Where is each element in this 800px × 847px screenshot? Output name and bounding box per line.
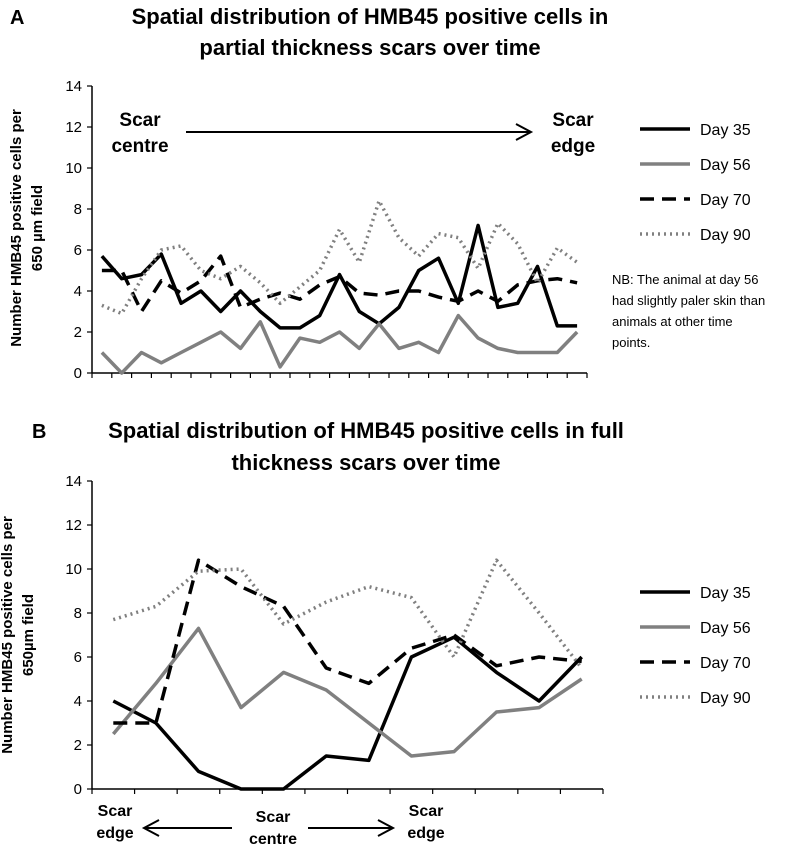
panel-a-y-tick-label: 8 [74,201,82,218]
panel-a-chart: A Spatial distribution of HMB45 positive… [8,4,765,382]
panel-a-direction-arrow [186,123,534,141]
panel-a-letter: A [10,7,24,29]
panel-b-letter: B [32,421,46,443]
panel-a-series-day-56 [100,313,579,375]
panel-b-legend-label: Day 70 [700,655,751,672]
panel-a-scar-edge-label-1: Scar [552,110,594,131]
panel-b-y-tick-label: 4 [74,693,82,710]
panel-b-ylabel-line-2: 650µm field [20,594,37,676]
panel-b-scar-edge-right-label-1: Scar [409,803,444,820]
panel-a-ylabel-line-2: 650 µm field [29,185,46,271]
panel-a-scar-centre-label-1: Scar [119,110,161,131]
panel-a-legend-label: Day 70 [700,192,751,209]
panel-b-legend-label: Day 35 [700,585,751,602]
panel-b-y-tick-label: 8 [74,605,82,622]
panel-b-series-day-56 [111,626,583,758]
panel-b-scar-edge-left-label-1: Scar [98,803,133,820]
panel-a-series-day-90 [101,199,579,316]
panel-a-legend: Day 35 Day 56 Day 70 Day 90 [640,122,751,244]
panel-a-y-tick-label: 2 [74,324,82,341]
panel-b-title-line-1: Spatial distribution of HMB45 positive c… [108,418,624,443]
panel-b-y-tick-label: 12 [65,517,82,534]
panel-a-ylabel-line-1: Number HMB45 positive cells per [8,109,25,347]
panel-b-series [111,558,584,791]
panel-a-legend-label: Day 90 [700,227,751,244]
panel-a-note-line-3: animals at other time [612,314,733,329]
panel-a-scar-edge-label-2: edge [551,136,595,157]
panel-b-scar-edge-right-label-2: edge [407,825,444,842]
panel-b-y-tick-label: 6 [74,649,82,666]
panel-a-legend-label: Day 56 [700,157,751,174]
panel-a-title-line-2: partial thickness scars over time [199,35,540,60]
panel-a-title-line-1: Spatial distribution of HMB45 positive c… [132,4,609,29]
panel-b-legend-label: Day 56 [700,620,751,637]
panel-b-series-day-70 [113,558,582,725]
panel-b-y-tick-label: 14 [65,473,82,490]
panel-b-y-tick-label: 10 [65,561,82,578]
panel-a-note-line-1: NB: The animal at day 56 [612,272,758,287]
panel-b-chart: B Spatial distribution of HMB45 positive… [0,418,751,847]
panel-b-scar-centre-label-1: Scar [256,809,291,826]
panel-b-scar-edge-left-label-2: edge [96,825,133,842]
panel-a-axes: 0 2 4 6 8 10 12 14 [65,78,588,382]
panel-a-y-tick-label: 10 [65,160,82,177]
panel-b-legend: Day 35 Day 56 Day 70 Day 90 [640,585,751,707]
panel-a-note-line-4: points. [612,335,650,350]
panel-a-series-day-35 [100,223,578,330]
panel-a-note-line-2: had slightly paler skin than [612,293,765,308]
panel-a-scar-centre-label-2: centre [111,136,168,157]
panel-b-ylabel-line-1: Number HMB45 positive cells per [0,516,16,754]
panel-a-y-tick-label: 12 [65,119,82,136]
panel-a-y-tick-label: 0 [74,365,82,382]
panel-b-scar-centre-label-2: centre [249,831,297,847]
panel-a-y-tick-label: 14 [65,78,82,95]
panel-a-legend-label: Day 35 [700,122,751,139]
panel-a-y-tick-label: 6 [74,242,82,259]
panel-b-y-tick-label: 2 [74,737,82,754]
panel-b-axes: 0 2 4 6 8 10 12 14 [65,473,604,798]
panel-b-y-tick-label: 0 [74,781,82,798]
panel-a-y-tick-label: 4 [74,283,82,300]
panel-b-title-line-2: thickness scars over time [231,450,500,475]
panel-b-legend-label: Day 90 [700,690,751,707]
panel-b-series-day-90 [112,558,584,670]
panel-a-series [100,199,579,375]
panel-b-left-arrow [141,819,232,837]
panel-a-series-day-70 [101,254,578,314]
panel-b-right-arrow [308,819,396,837]
panel-b-series-day-35 [112,635,583,791]
